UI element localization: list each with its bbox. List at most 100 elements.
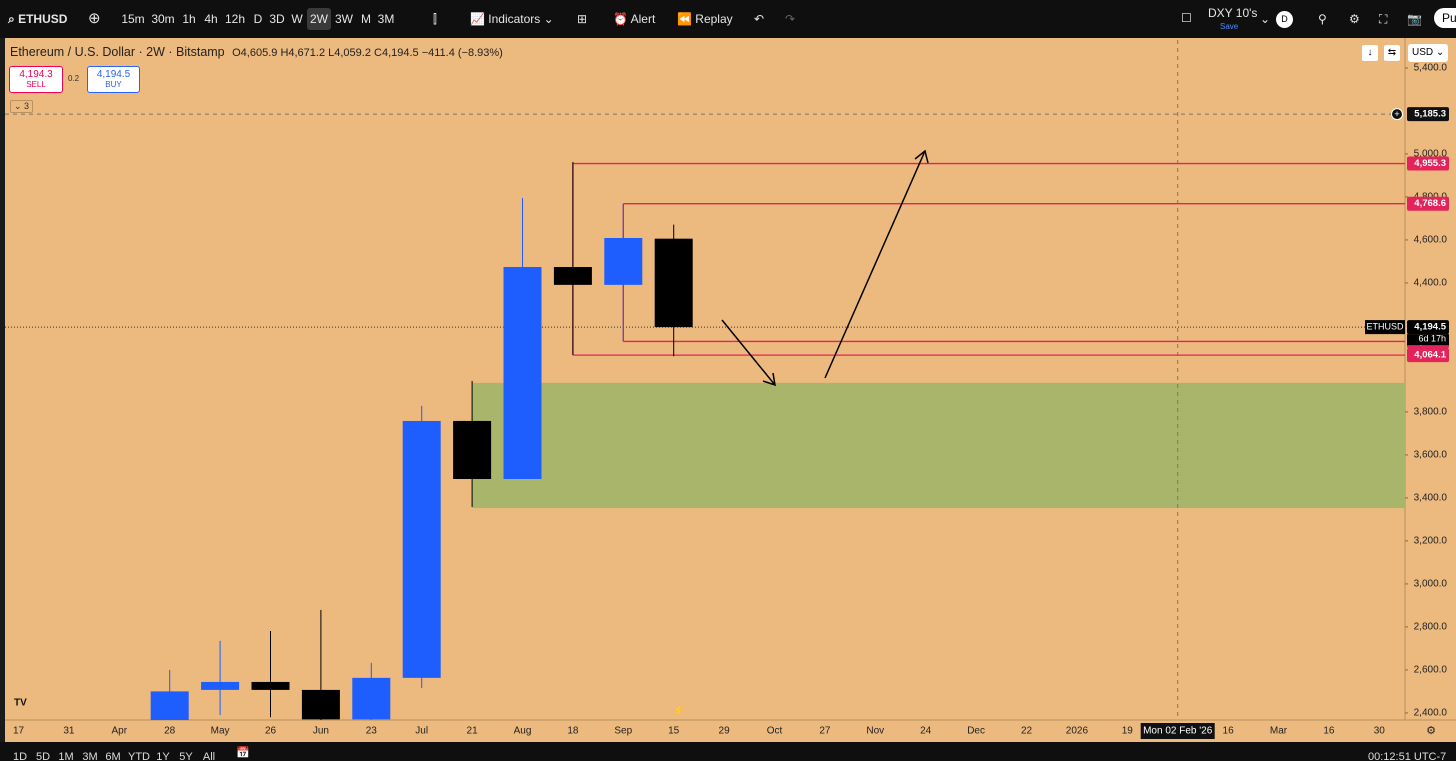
sell-price: 4,194.3 [19, 69, 53, 80]
x-tick-label: 15 [668, 726, 680, 737]
candle-body [553, 267, 592, 285]
range[interactable]: 1Y [156, 751, 170, 761]
legend-ohlc: O4,605.9 H4,671.2 L4,059.2 C4,194.5 −411… [232, 47, 503, 59]
save[interactable]: Save [1220, 22, 1239, 31]
y-tick-label: 3,000.0 [1414, 579, 1448, 590]
interval[interactable]: 3W [335, 12, 353, 26]
left-border [0, 38, 5, 742]
symbol[interactable]: ⌕ ETHUSD [8, 12, 68, 26]
range[interactable]: 3M [82, 751, 98, 761]
interval[interactable]: D [253, 12, 263, 26]
x-tick-label: 23 [366, 726, 378, 737]
axis-settings-icon: ⚙ [1426, 725, 1436, 737]
publish[interactable]: Pu [1434, 8, 1456, 28]
search-icon[interactable]: ⚲ [1318, 12, 1327, 26]
replay-text: Replay [695, 12, 733, 26]
avatar[interactable]: D [1276, 11, 1293, 28]
bottom-toolbar: 1D 5D 1M 3M 6M YTD 1Y 5Y All 📅 00:12:51 UTC-7 [0, 742, 1456, 761]
interval[interactable]: 2W [307, 8, 331, 30]
crosshair-x-box [1140, 723, 1215, 739]
x-tick-label: Sep [614, 726, 632, 737]
snapshot-icon[interactable]: 📷 [1407, 12, 1422, 26]
y-tick-label: 2,800.0 [1414, 622, 1448, 633]
interval[interactable]: 3M [377, 12, 395, 26]
x-tick-label: 30 [1374, 726, 1386, 737]
level-label-box [1407, 348, 1449, 363]
interval[interactable]: 3D [269, 12, 285, 26]
x-tick-label: Nov [866, 726, 884, 737]
countdown: 6d 17h [1418, 333, 1446, 343]
interval[interactable]: W [291, 12, 303, 26]
x-tick-label: Aug [514, 726, 532, 737]
settings-icon[interactable]: ⚙ [1349, 12, 1360, 26]
interval[interactable]: 30m [151, 12, 175, 26]
range[interactable]: YTD [128, 751, 150, 761]
y-tick-label: 5,400.0 [1414, 63, 1448, 74]
candle-body [352, 677, 391, 720]
layout-toggle[interactable]: ☐ [1181, 11, 1192, 25]
range[interactable]: 5D [35, 751, 51, 761]
layout-name[interactable]: DXY 10's [1208, 6, 1258, 20]
y-tick-label: 3,400.0 [1414, 493, 1448, 504]
date-range-icon[interactable]: 📅 [236, 747, 250, 759]
currency[interactable]: USD ⌄ [1408, 44, 1448, 62]
x-tick-label: 21 [467, 726, 479, 737]
y-tick-label: 2,600.0 [1414, 665, 1448, 676]
interval[interactable]: 4h [204, 12, 218, 26]
interval[interactable]: 12h [224, 12, 246, 26]
level-label-box [1407, 156, 1449, 171]
alert[interactable]: ⏰ Alert [613, 12, 656, 26]
range[interactable]: 6M [105, 751, 121, 761]
interval[interactable]: M [361, 12, 371, 26]
candle-body [402, 420, 441, 678]
indicator-toggle[interactable]: ⌄ 3 [10, 100, 34, 113]
top-toolbar: ⌕ ETHUSD ⊕ 15m 30m 1h 4h 12h D 3D W 2W 3W M 3M ⫿ 📈 … [0, 0, 1456, 38]
x-tick-label: 16 [1223, 726, 1235, 737]
x-tick-label: May [211, 726, 230, 737]
level-label: 4,955.3 [1414, 158, 1446, 169]
templates[interactable]: ⊞ [577, 12, 588, 26]
layout-menu[interactable]: ⌄ [1260, 12, 1271, 26]
candle-body [301, 689, 340, 720]
range[interactable]: All [202, 751, 216, 761]
replay[interactable]: ⏪ Replay [677, 12, 733, 26]
y-tick-label: 5,000.0 [1414, 149, 1448, 160]
add-alert-icon [1391, 108, 1403, 121]
level-label: 4,064.1 [1414, 350, 1446, 361]
range[interactable]: 1D [12, 751, 28, 761]
compare[interactable]: ⇆ [1384, 45, 1400, 61]
y-tick-label: 3,600.0 [1414, 450, 1448, 461]
x-tick-label: Oct [767, 726, 783, 737]
buy-button[interactable]: 4,194.5 BUY [87, 66, 140, 93]
x-tick-label: 26 [265, 726, 277, 737]
x-tick-label: 17 [13, 726, 25, 737]
symbol-box [1365, 320, 1405, 335]
fullscreen-icon[interactable]: ⛶ [1379, 12, 1388, 26]
scroll-down[interactable]: ↓ [1362, 45, 1378, 61]
x-tick-label: 2026 [1066, 726, 1089, 737]
range[interactable]: 5Y [179, 751, 193, 761]
crosshair-x-label: Mon 02 Feb '26 [1143, 726, 1213, 737]
y-tick-label: 2,400.0 [1414, 708, 1448, 719]
legend: Ethereum / U.S. Dollar · 2W · Bitstamp O… [10, 45, 503, 59]
buy-price: 4,194.5 [96, 69, 131, 80]
y-tick-label: 4,400.0 [1414, 278, 1448, 289]
interval[interactable]: 15m [121, 12, 145, 26]
x-tick-label: Jul [415, 726, 428, 737]
chart-type[interactable]: ⫿ [433, 12, 437, 26]
add-symbol[interactable]: ⊕ [88, 10, 101, 27]
range[interactable]: 1M [58, 751, 74, 761]
x-tick-label: 31 [63, 726, 75, 737]
sell-button[interactable]: 4,194.3 SELL [9, 66, 63, 93]
y-tick-label: 4,600.0 [1414, 235, 1448, 246]
y-tick-label: 3,200.0 [1414, 536, 1448, 547]
candle-body [201, 681, 240, 690]
interval[interactable]: 1h [182, 12, 196, 26]
candle-body [654, 238, 693, 328]
redo[interactable]: ↷ [785, 12, 796, 26]
indicators[interactable]: 📈 Indicators ⌄ [470, 12, 554, 26]
undo[interactable]: ↶ [754, 12, 765, 26]
crosshair-price-label-box [1407, 107, 1449, 122]
